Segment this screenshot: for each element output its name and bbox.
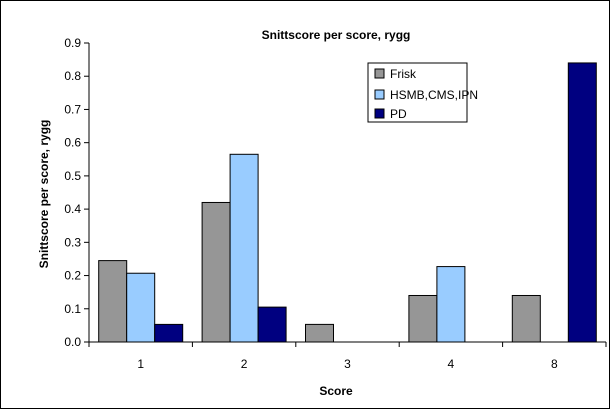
legend-swatch-frisk — [374, 68, 385, 79]
legend: Frisk HSMB,CMS,IPN PD — [367, 62, 478, 123]
y-tick-label: 0.0 — [64, 335, 81, 349]
bar-hsmb-cms-ipn-1 — [126, 272, 156, 343]
y-tick-label: 0.2 — [64, 269, 81, 283]
bar-pd-2 — [257, 306, 287, 343]
bar-pd-1 — [154, 323, 184, 343]
y-tick-label: 0.3 — [64, 235, 81, 249]
y-tick-label: 0.6 — [64, 136, 81, 150]
bar-frisk-4 — [408, 294, 438, 343]
bar-frisk-8 — [511, 294, 541, 343]
bar-frisk-1 — [98, 260, 128, 343]
bar-frisk-2 — [201, 201, 231, 343]
y-tick-label: 0.4 — [64, 202, 81, 216]
bar-pd-8 — [567, 62, 597, 343]
y-tick-label: 0.7 — [64, 102, 81, 116]
chart-title: Snittscore per score, rygg — [262, 28, 411, 42]
x-axis-label: Score — [319, 384, 353, 398]
y-tick-label: 0.8 — [64, 69, 81, 83]
x-tick-label: 4 — [448, 357, 455, 371]
bar-frisk-3 — [305, 323, 334, 343]
legend-label-frisk: Frisk — [390, 67, 417, 81]
y-tick-label: 0.9 — [64, 36, 81, 50]
y-axis-label: Snittscore per score, rygg — [37, 120, 51, 269]
legend-swatch-pd — [374, 108, 385, 119]
legend-label-pd: PD — [390, 107, 407, 121]
x-tick-label: 3 — [344, 357, 351, 371]
legend-label-hsmb-cms-ipn: HSMB,CMS,IPN — [390, 88, 478, 102]
y-tick-label: 0.5 — [64, 169, 81, 183]
bar-hsmb-cms-ipn-4 — [436, 266, 466, 343]
bar-hsmb-cms-ipn-2 — [229, 153, 259, 343]
plot-area: 0.0 0.1 0.2 0.3 0.4 0.5 0.6 0.7 0.8 0.9 1 2 3 4 8 — [64, 36, 607, 371]
x-tick-label: 1 — [137, 357, 144, 371]
x-tick-label: 8 — [551, 357, 558, 371]
legend-swatch-hsmb-cms-ipn — [374, 89, 385, 100]
y-tick-label: 0.1 — [64, 302, 81, 316]
x-tick-label: 2 — [241, 357, 248, 371]
